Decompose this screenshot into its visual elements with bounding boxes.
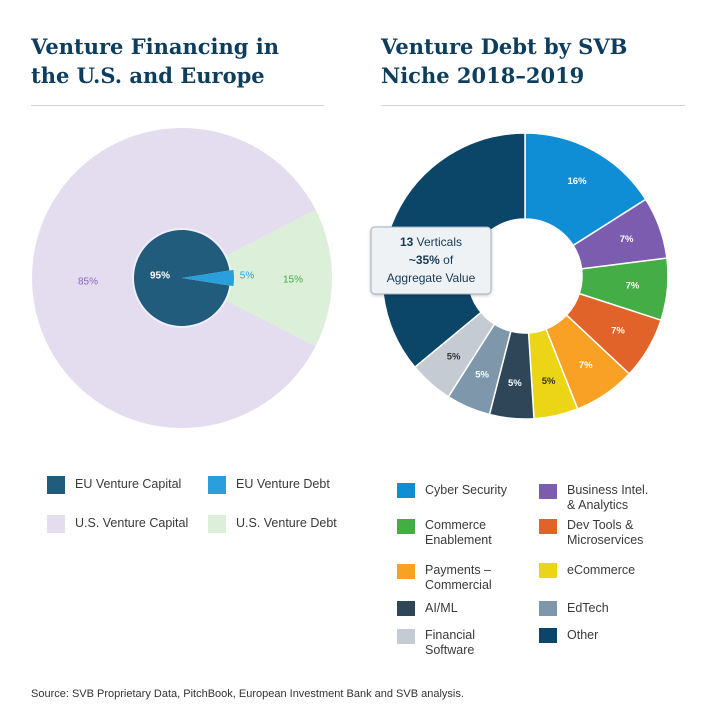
label-us-venture-debt: 15% (283, 275, 303, 286)
legend-item-eu-venture-capital: EU Venture Capital (47, 476, 181, 494)
right-title-divider (381, 105, 685, 106)
legend-item-edtech: EdTech (539, 601, 609, 616)
donut-label-edtech: 5% (475, 370, 489, 381)
donut-label-dev-tools-microservices: 7% (611, 325, 625, 336)
legend-swatch (397, 483, 415, 498)
legend-swatch (208, 515, 226, 533)
legend-label: Business Intel. & Analytics (567, 483, 649, 512)
legend-label: EU Venture Debt (236, 477, 330, 491)
donut-label-ecommerce: 5% (542, 376, 556, 387)
donut-label-commerce-enablement: 7% (626, 281, 640, 292)
legend-item-eu-venture-debt: EU Venture Debt (208, 476, 330, 494)
legend-swatch (47, 476, 65, 494)
label-eu-venture-capital: 95% (150, 271, 170, 282)
legend-item-dev-tools-microservices: Dev Tools & Microservices (539, 518, 643, 548)
legend-item-other: Other (539, 628, 598, 643)
legend-swatch (539, 484, 557, 499)
callout-line3: Aggregate Value (387, 271, 476, 285)
legend-swatch (539, 519, 557, 534)
legend-label: EU Venture Capital (75, 477, 182, 491)
legend-item-payments-commercial: Payments – Commercial (397, 563, 492, 593)
legend-swatch (208, 476, 226, 494)
legend-label: Commerce Enablement (425, 518, 492, 547)
donut-label-financial-software: 5% (447, 352, 461, 363)
donut-slice-cyber-security (524, 132, 647, 247)
label-eu-venture-debt: 5% (240, 271, 255, 282)
right-donut-chart: 16% 7% 7% 7% 7% 5% 5% 5% 5% 13 Verticals ~35% of Ag… (370, 132, 669, 420)
legend-swatch (397, 519, 415, 534)
callout-box (370, 226, 492, 295)
legend-label: Financial Software (425, 628, 476, 657)
legend-item-ecommerce: eCommerce (539, 563, 635, 578)
left-title-line1: Venture Financing in (31, 34, 280, 59)
legend-label: Dev Tools & Microservices (567, 518, 644, 547)
legend-label: Other (567, 628, 599, 642)
inner-slice-eu-venture-capital (133, 230, 230, 327)
legend-label: EdTech (567, 601, 609, 615)
legend-item-u-s-venture-debt: U.S. Venture Debt (208, 515, 337, 533)
legend-swatch (47, 515, 65, 533)
legend-label: eCommerce (567, 563, 636, 577)
callout-line1: 13 Verticals (400, 235, 462, 249)
legend-label: Payments – Commercial (425, 563, 492, 592)
source-note: Source: SVB Proprietary Data, PitchBook,… (31, 688, 464, 700)
donut-label-business-intel-analytics: 7% (620, 234, 634, 245)
left-pie-chart: 85% 15% 95% 5% (32, 128, 332, 429)
donut-label-cyber-security: 16% (568, 176, 588, 187)
left-title-divider (31, 105, 324, 106)
legend-label: U.S. Venture Debt (236, 516, 337, 530)
legend-label: U.S. Venture Capital (75, 516, 189, 530)
legend-label: Cyber Security (425, 483, 507, 497)
label-us-venture-capital: 85% (78, 277, 98, 288)
legend-swatch (397, 629, 415, 644)
right-chart-title: Venture Debt by SVB Niche 2018–2019 (381, 32, 701, 90)
right-title-line2: Niche 2018–2019 (381, 63, 585, 88)
legend-item-u-s-venture-capital: U.S. Venture Capital (47, 515, 188, 533)
legend-swatch (397, 601, 415, 616)
callout-line2: ~35% of (409, 253, 454, 267)
legend-swatch (539, 601, 557, 616)
donut-label-ai-ml: 5% (508, 378, 522, 389)
legend-item-ai-ml: AI/ML (397, 601, 458, 616)
outer-slice-u-s-venture-debt (182, 209, 332, 347)
verticals-callout: 13 Verticals ~35% of Aggregate Value (370, 226, 492, 295)
legend-swatch (397, 564, 415, 579)
inner-slice-eu-venture-debt (182, 269, 235, 287)
legend-item-business-intel-analytics: Business Intel. & Analytics (539, 483, 648, 513)
legend-swatch (539, 628, 557, 643)
legend-item-financial-software: Financial Software (397, 628, 475, 658)
legend-swatch (539, 563, 557, 578)
right-title-line1: Venture Debt by SVB (381, 34, 628, 59)
legend-item-cyber-security: Cyber Security (397, 483, 507, 498)
legend-label: AI/ML (425, 601, 458, 615)
donut-label-payments-commercial: 7% (579, 360, 593, 371)
left-title-line2: the U.S. and Europe (31, 63, 265, 88)
legend-item-commerce-enablement: Commerce Enablement (397, 518, 492, 548)
left-chart-title: Venture Financing in the U.S. and Europe (31, 32, 331, 90)
